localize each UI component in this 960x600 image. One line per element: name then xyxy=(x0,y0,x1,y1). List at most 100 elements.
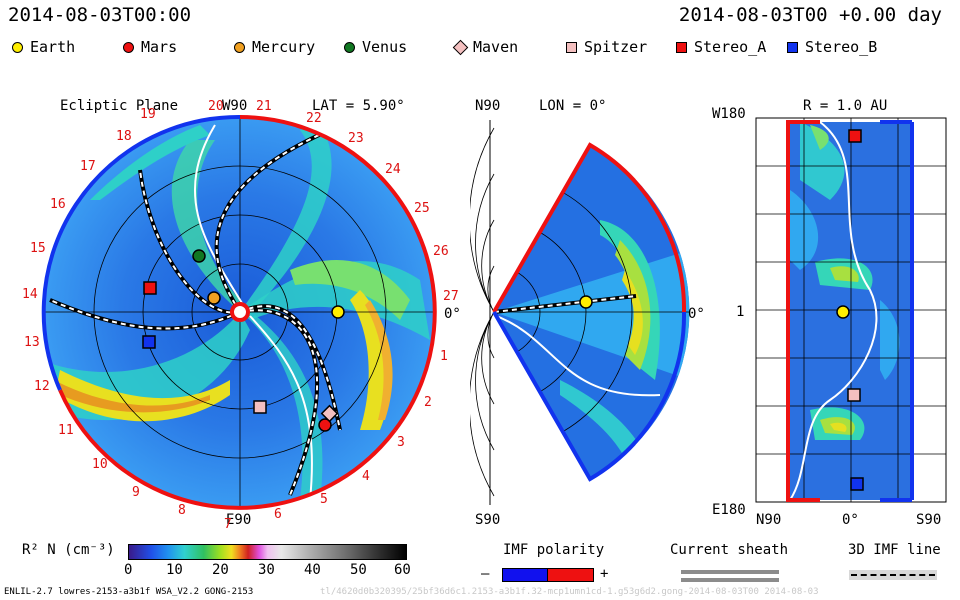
sector-12: 12 xyxy=(34,379,50,394)
stereo-a-marker xyxy=(143,281,157,295)
sector-9: 9 xyxy=(132,485,140,500)
radial-panel: R = 1.0 AU W180 1 E180 N90 0° S90 xyxy=(712,98,947,528)
colorbar-tick-20: 20 xyxy=(212,562,229,578)
mercury-marker xyxy=(207,291,221,305)
ecliptic-w90-label: W90 xyxy=(222,98,247,114)
radial-s90-label: S90 xyxy=(916,512,941,528)
sector-1: 1 xyxy=(440,349,448,364)
imf-plus-label: + xyxy=(600,566,609,582)
ecliptic-e90-label: E90 xyxy=(226,512,251,528)
ecliptic-boundary-negative xyxy=(41,114,241,391)
sector-25: 25 xyxy=(414,201,430,216)
legend-stereo-a: Stereo_A xyxy=(694,38,767,56)
datetime-left: 2014-08-03T00:00 xyxy=(8,4,192,26)
spitzer-marker xyxy=(253,400,267,414)
legend-mars: Mars xyxy=(141,38,178,56)
ecliptic-boundary-positive xyxy=(239,115,437,432)
legend-venus: Venus xyxy=(362,38,408,56)
sector-4: 4 xyxy=(362,469,370,484)
stereo-b-marker-icon xyxy=(787,42,798,53)
colorbar-tick-30: 30 xyxy=(258,562,275,578)
colorbar-tick-10: 10 xyxy=(166,562,183,578)
colorbar-tick-40: 40 xyxy=(304,562,321,578)
radial-stereo-b-marker xyxy=(850,477,864,491)
colorbar xyxy=(128,544,407,560)
ecliptic-boundary-positive-lower xyxy=(58,389,397,510)
current-sheath-line-1 xyxy=(681,570,779,574)
imf-line-sample xyxy=(851,574,935,576)
sector-19: 19 xyxy=(140,107,156,122)
venus-marker-icon xyxy=(344,42,355,53)
venus-marker xyxy=(192,249,206,263)
meridional-0deg-label: 0° xyxy=(688,306,705,322)
colorbar-tick-0: 0 xyxy=(124,562,133,578)
sector-6: 6 xyxy=(274,507,282,522)
legend-stereo-b: Stereo_B xyxy=(805,38,878,56)
meridional-boundary-negative xyxy=(492,311,687,482)
sun-icon xyxy=(230,302,250,322)
legend-spitzer: Spitzer xyxy=(584,38,648,56)
radial-n90-label: N90 xyxy=(756,512,781,528)
footer-run-id: tl/4620d0b320395/25bf36d6c1.2153-a3b1f.3… xyxy=(320,587,819,597)
sector-24: 24 xyxy=(385,162,401,177)
radial-w180-label: W180 xyxy=(712,106,746,122)
sector-5: 5 xyxy=(320,492,328,507)
sector-16: 16 xyxy=(50,197,66,212)
sector-22: 22 xyxy=(306,111,322,126)
sector-20: 20 xyxy=(208,99,224,114)
ecliptic-lat-label: LAT = 5.90° xyxy=(312,98,405,114)
sector-23: 23 xyxy=(348,131,364,146)
legend-maven: Maven xyxy=(473,38,519,56)
meridional-lon-label: LON = 0° xyxy=(539,98,606,114)
stereo-a-marker-icon xyxy=(676,42,687,53)
sector-numbers: 19 20 21 22 23 24 25 26 27 1 2 3 4 5 6 7… xyxy=(22,99,459,528)
mercury-marker-icon xyxy=(234,42,245,53)
radial-0deg-label: 0° xyxy=(842,512,859,528)
ecliptic-plane-panel: Ecliptic Plane W90 LAT = 5.90° E90 0° 19… xyxy=(22,98,461,528)
radial-mid-label: 1 xyxy=(736,304,744,320)
meridional-panel: N90 LON = 0° S90 0° xyxy=(470,98,705,528)
sector-7: 7 xyxy=(224,517,232,528)
sector-17: 17 xyxy=(80,159,96,174)
earth-marker xyxy=(331,305,345,319)
sector-26: 26 xyxy=(433,244,449,259)
meridional-boundary-positive xyxy=(492,142,687,313)
sector-27: 27 xyxy=(443,289,459,304)
colorbar-tick-60: 60 xyxy=(394,562,411,578)
sector-8: 8 xyxy=(178,503,186,518)
radial-stereo-a-marker xyxy=(848,129,862,143)
radial-spitzer-marker xyxy=(847,388,861,402)
legend-earth: Earth xyxy=(30,38,76,56)
mars-marker xyxy=(318,418,332,432)
imf-polarity-title: IMF polarity xyxy=(503,542,605,558)
current-sheath-line-2 xyxy=(681,578,779,582)
sector-14: 14 xyxy=(22,287,38,302)
datetime-right: 2014-08-03T00 +0.00 day xyxy=(678,4,942,26)
colorbar-label: R² N (cm⁻³) xyxy=(22,542,115,558)
sector-13: 13 xyxy=(24,335,40,350)
imf-minus-label: – xyxy=(481,566,490,582)
colorbar-tick-50: 50 xyxy=(350,562,367,578)
imf-positive-swatch xyxy=(547,568,594,582)
current-sheath-title: Current sheath xyxy=(670,542,789,558)
sector-3: 3 xyxy=(397,435,405,450)
radial-earth-marker xyxy=(836,305,850,319)
radial-title: R = 1.0 AU xyxy=(803,98,887,114)
meridional-earth-marker xyxy=(579,295,593,309)
meridional-n90-label: N90 xyxy=(475,98,500,114)
meridional-s90-label: S90 xyxy=(475,512,500,528)
maven-marker-icon xyxy=(452,39,469,56)
radial-e180-label: E180 xyxy=(712,502,746,518)
spitzer-marker-icon xyxy=(566,42,577,53)
imf-negative-swatch xyxy=(502,568,549,582)
sector-15: 15 xyxy=(30,241,46,256)
legend-mercury: Mercury xyxy=(252,38,316,56)
sector-11: 11 xyxy=(58,423,74,438)
stereo-b-marker xyxy=(142,335,156,349)
sector-10: 10 xyxy=(92,457,108,472)
ecliptic-title: Ecliptic Plane xyxy=(60,98,178,114)
ecliptic-0deg-label: 0° xyxy=(444,306,461,322)
imf-line-title: 3D IMF line xyxy=(848,542,941,558)
maven-marker xyxy=(320,404,339,423)
mars-marker-icon xyxy=(123,42,134,53)
